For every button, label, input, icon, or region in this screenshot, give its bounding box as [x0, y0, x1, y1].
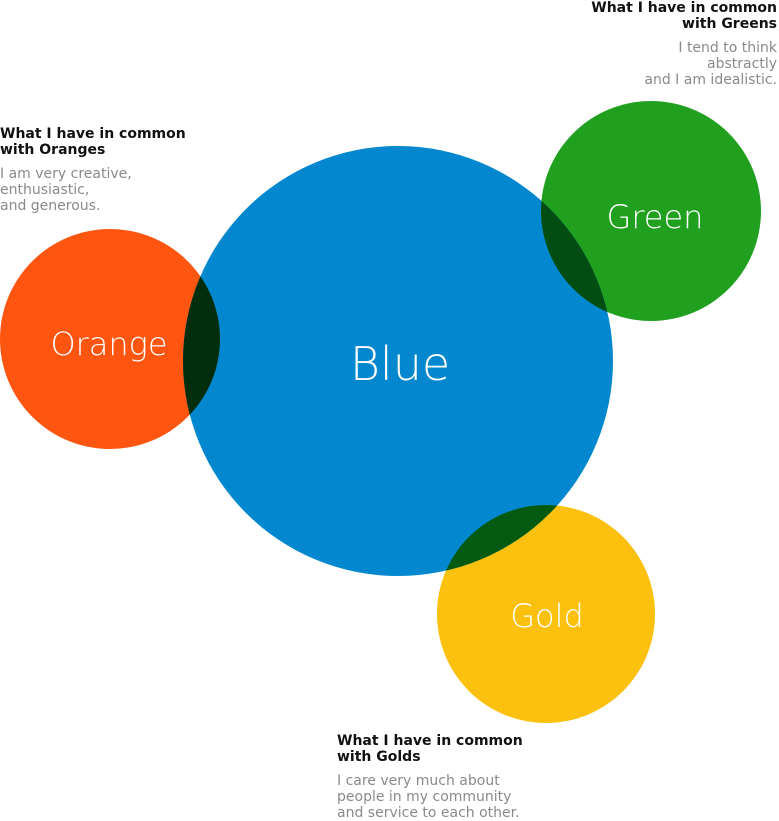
- greens-note-text: I tend to think abstractly and I am idea…: [644, 40, 777, 88]
- oranges-note: What I have in common with Oranges I am …: [0, 126, 186, 214]
- golds-note-text: I care very much about people in my comm…: [337, 773, 520, 821]
- golds-note-heading: What I have in common with Golds: [337, 733, 523, 765]
- gold-circle: [437, 505, 655, 723]
- blue-label: Blue: [350, 337, 450, 391]
- greens-note: What I have in common with Greens I tend…: [591, 0, 777, 88]
- greens-note-heading: What I have in common with Greens: [591, 0, 777, 32]
- golds-note: What I have in common with Golds I care …: [337, 733, 523, 821]
- blue-circle: [183, 146, 613, 576]
- oranges-note-heading: What I have in common with Oranges: [0, 126, 186, 158]
- orange-label: Orange: [50, 325, 167, 363]
- green-circle: [541, 101, 761, 321]
- gold-label: Gold: [510, 597, 584, 635]
- green-label: Green: [607, 198, 704, 236]
- oranges-note-text: I am very creative, enthusiastic, and ge…: [0, 166, 132, 214]
- orange-circle: [0, 229, 220, 449]
